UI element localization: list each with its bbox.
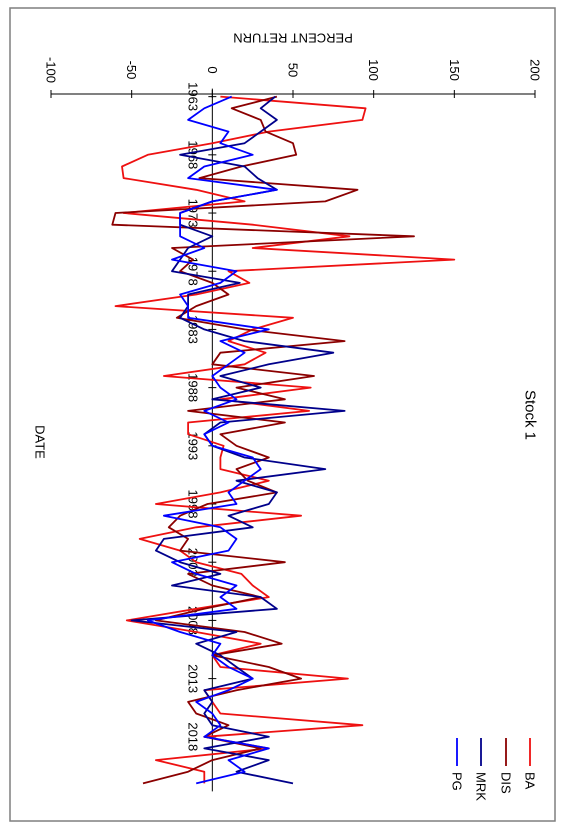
legend-label-ba: BA (523, 772, 538, 790)
date-tick-label: 1968 (186, 140, 201, 169)
chart-frame (9, 7, 556, 822)
y-axis-label: PERCENT RETURN (233, 31, 353, 46)
value-tick-label: -100 (44, 57, 59, 83)
date-tick-label: 1998 (186, 490, 201, 519)
value-tick-label: 50 (286, 63, 301, 77)
value-tick-label: 200 (528, 59, 543, 81)
date-tick-label: 1978 (186, 257, 201, 286)
value-tick-label: 0 (205, 66, 220, 73)
date-tick-label: 1973 (186, 199, 201, 228)
date-tick-label: 1993 (186, 431, 201, 460)
chart-title: Stock 1 (522, 390, 539, 440)
series-group (111, 95, 456, 785)
date-tick-label: 2013 (186, 664, 201, 693)
value-tick-label: -50 (124, 61, 139, 80)
series-line-dis (111, 95, 415, 785)
date-tick-label: 1963 (186, 82, 201, 111)
date-tick-label: 2018 (186, 722, 201, 751)
x-axis-label: DATE (33, 425, 48, 459)
date-tick-label: 1988 (186, 373, 201, 402)
legend-label-pg: PG (450, 772, 465, 791)
legend-label-mrk: MRK (474, 772, 489, 801)
date-tick-label: 2003 (186, 548, 201, 577)
value-tick-label: 100 (366, 59, 381, 81)
value-tick-label: 150 (447, 59, 462, 81)
series-line-pg (146, 95, 278, 785)
legend: BA DIS MRK PG (450, 738, 538, 801)
legend-label-dis: DIS (499, 772, 514, 794)
